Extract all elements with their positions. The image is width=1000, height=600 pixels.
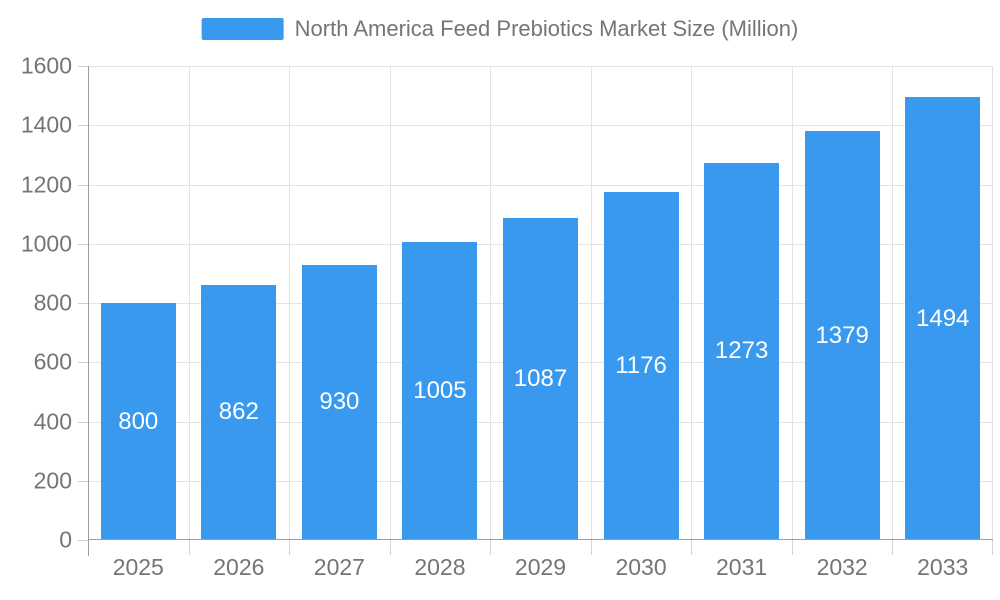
- bar[interactable]: [201, 284, 277, 540]
- x-axis-label: 2033: [917, 554, 969, 580]
- x-axis-label: 2027: [313, 554, 365, 580]
- x-axis-tick: [389, 540, 391, 555]
- y-axis-label: 200: [33, 467, 72, 494]
- y-axis-tick: [78, 243, 88, 245]
- y-axis-line: [88, 66, 89, 556]
- x-axis-label: 2029: [514, 554, 567, 580]
- v-gridline: [188, 66, 190, 540]
- y-axis-label: 600: [33, 348, 72, 375]
- y-axis-label: 400: [33, 408, 72, 434]
- bar-value-label: 1176: [615, 351, 667, 379]
- v-gridline: [590, 66, 592, 540]
- bar-value-label: 1087: [513, 364, 568, 392]
- legend-item[interactable]: North America Feed Prebiotics Market Siz…: [201, 16, 799, 42]
- x-axis-tick: [992, 540, 993, 555]
- x-axis-tick: [289, 540, 291, 555]
- legend-label: North America Feed Prebiotics Market Siz…: [294, 16, 799, 41]
- bar[interactable]: [905, 97, 981, 540]
- h-gridline: [88, 125, 993, 127]
- x-axis-tick: [590, 540, 592, 555]
- y-axis-label: 800: [33, 289, 72, 316]
- v-gridline: [490, 66, 492, 540]
- bar-value-label: 1494: [916, 304, 970, 332]
- x-axis-tick: [791, 540, 793, 555]
- bar[interactable]: [301, 264, 377, 540]
- v-gridline: [691, 66, 693, 540]
- x-axis-tick: [490, 540, 492, 555]
- plot-area: 800 862 930 1005 1087 1176 1273 1379 1494 0 200 40…: [21, 53, 993, 580]
- bar-value-label: 930: [319, 388, 360, 416]
- bar[interactable]: [402, 242, 478, 540]
- v-gridline: [992, 66, 993, 540]
- y-axis-tick: [78, 303, 88, 304]
- y-axis-tick: [78, 125, 88, 127]
- v-gridline: [892, 66, 894, 540]
- y-axis-tick: [78, 421, 88, 423]
- y-axis-label: 1600: [20, 52, 72, 79]
- bar[interactable]: [100, 303, 176, 540]
- y-axis-tick: [78, 66, 88, 67]
- x-axis-line: [88, 539, 993, 540]
- x-axis-label: 2031: [716, 554, 768, 580]
- bar[interactable]: [603, 191, 679, 540]
- bar-value-label: 1005: [413, 377, 467, 405]
- v-gridline: [791, 66, 793, 540]
- h-gridline: [88, 66, 993, 67]
- bar-value-label: 862: [218, 398, 259, 426]
- bar-value-label: 1273: [714, 337, 769, 365]
- y-axis-label: 1400: [20, 111, 72, 138]
- x-axis-tick: [691, 540, 693, 555]
- y-axis-tick: [78, 480, 88, 482]
- x-axis-label: 2025: [112, 554, 164, 580]
- x-axis-label: 2032: [816, 554, 868, 580]
- y-axis-tick: [78, 540, 88, 541]
- bar[interactable]: [503, 217, 578, 540]
- y-axis-tick: [78, 362, 88, 364]
- y-axis-label: 1200: [20, 171, 72, 197]
- x-axis-label: 2030: [615, 554, 667, 580]
- h-gridline: [88, 184, 993, 186]
- x-axis-tick: [892, 540, 894, 555]
- y-axis-tick: [78, 184, 88, 186]
- x-axis-tick: [188, 540, 190, 555]
- x-axis-label: 2028: [414, 554, 466, 580]
- legend-swatch-icon: [201, 18, 284, 40]
- bar[interactable]: [804, 131, 880, 540]
- x-axis-label: 2026: [213, 554, 265, 580]
- bar[interactable]: [704, 162, 780, 540]
- y-axis-label: 1000: [20, 230, 72, 257]
- bar-value-label: 800: [118, 407, 159, 435]
- y-axis-label: 0: [59, 526, 72, 553]
- bar-value-label: 1379: [815, 321, 869, 349]
- v-gridline: [289, 66, 291, 540]
- v-gridline: [389, 66, 391, 540]
